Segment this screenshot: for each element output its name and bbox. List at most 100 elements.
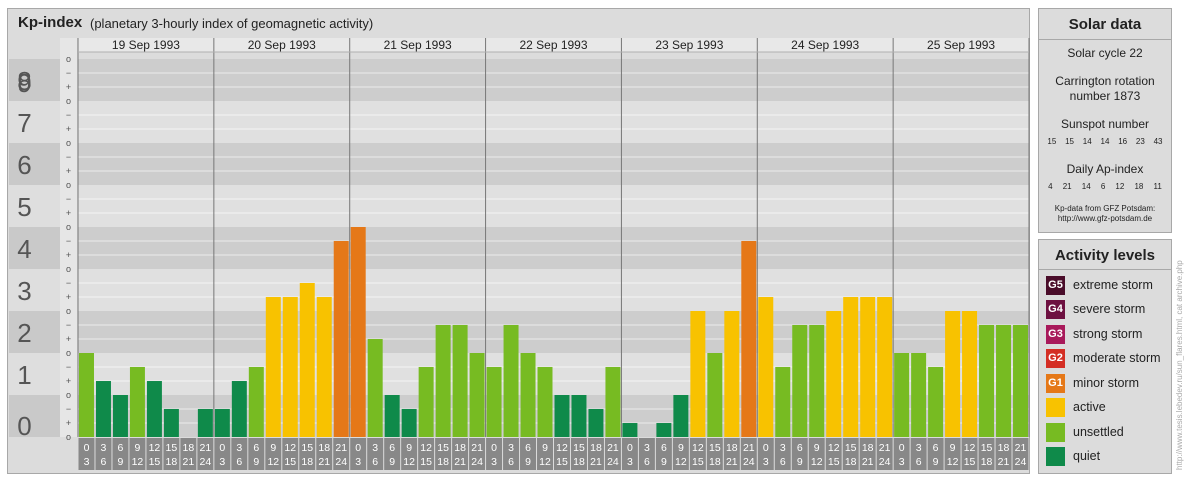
hour-end-label: 9 bbox=[661, 456, 667, 468]
kp-bar bbox=[911, 353, 927, 437]
hour-end-label: 3 bbox=[355, 456, 361, 468]
sunspot-value: 43 bbox=[1153, 137, 1163, 146]
kp-bar bbox=[248, 366, 264, 437]
kp-bar bbox=[928, 366, 944, 437]
kp-bar bbox=[741, 240, 757, 437]
hour-start-label: 9 bbox=[678, 442, 684, 454]
sub-tick-label: o bbox=[66, 390, 71, 400]
sub-tick-label: o bbox=[66, 432, 71, 442]
hour-end-label: 15 bbox=[284, 456, 296, 468]
kp-bar bbox=[605, 366, 621, 437]
kp-bar bbox=[418, 366, 434, 437]
y-axis-band bbox=[9, 59, 60, 101]
hour-start-label: 12 bbox=[420, 442, 432, 454]
hour-start-label: 6 bbox=[118, 442, 124, 454]
hour-end-label: 9 bbox=[389, 456, 395, 468]
kp-bar bbox=[775, 366, 791, 437]
hour-label-cell bbox=[757, 438, 774, 470]
plot-band bbox=[78, 185, 1029, 227]
hour-end-label: 6 bbox=[372, 456, 378, 468]
hour-label-cell bbox=[808, 438, 825, 470]
hour-label-cell bbox=[554, 438, 570, 470]
activity-levels-panel: Activity levels G5 extreme storm G4 seve… bbox=[1038, 239, 1172, 474]
hour-end-label: 15 bbox=[964, 456, 976, 468]
hour-start-label: 21 bbox=[471, 442, 483, 454]
kp-bar bbox=[622, 423, 638, 437]
kp-bar bbox=[690, 311, 706, 437]
hour-label-cell bbox=[367, 438, 384, 470]
hour-label-cell bbox=[435, 438, 452, 470]
hour-end-label: 12 bbox=[947, 456, 959, 468]
solar-cycle-text: Solar cycle 22 bbox=[1067, 46, 1143, 60]
hour-start-label: 12 bbox=[149, 442, 161, 454]
hour-label-cell bbox=[384, 438, 401, 470]
kp-bar bbox=[724, 311, 740, 437]
chart-subtitle: (planetary 3-hourly index of geomagnetic… bbox=[90, 16, 374, 31]
hour-start-label: 18 bbox=[590, 442, 602, 454]
hour-label-cell bbox=[876, 438, 893, 470]
hour-end-label: 21 bbox=[454, 456, 466, 468]
kp-bar bbox=[163, 408, 179, 437]
kp-bar bbox=[367, 339, 383, 437]
ap-index-values: 4 21 14 6 12 18 11 bbox=[1039, 182, 1171, 191]
hour-start-label: 21 bbox=[335, 442, 347, 454]
kp-bar bbox=[452, 324, 468, 437]
kp-chart: 0123456789o+−o+−o+−o+−o+−o+−o+−o+−o+−o19… bbox=[9, 38, 1030, 470]
hour-label-cell bbox=[638, 438, 655, 470]
g4-swatch: G4 bbox=[1046, 299, 1065, 319]
y-tick-label: 5 bbox=[17, 192, 31, 222]
hour-end-label: 21 bbox=[183, 456, 195, 468]
hour-start-label: 15 bbox=[437, 442, 449, 454]
day-label: 23 Sep 1993 bbox=[655, 38, 723, 52]
hour-start-label: 18 bbox=[862, 442, 874, 454]
hour-label-cell bbox=[537, 438, 553, 470]
hour-start-label: 9 bbox=[135, 442, 141, 454]
y-axis-band bbox=[9, 269, 60, 311]
hour-start-label: 6 bbox=[933, 442, 939, 454]
hour-start-label: 0 bbox=[84, 442, 90, 454]
hour-start-label: 15 bbox=[981, 442, 993, 454]
hour-start-label: 6 bbox=[389, 442, 395, 454]
source-note-1: Kp-data from GFZ Potsdam: bbox=[1054, 204, 1156, 213]
sub-tick-label: − bbox=[66, 68, 71, 78]
level-g5: G5 extreme storm bbox=[1046, 275, 1153, 295]
kp-bar bbox=[979, 324, 995, 437]
level-label: strong storm bbox=[1073, 327, 1143, 341]
sub-tick-label: + bbox=[66, 166, 71, 176]
sub-tick-label: o bbox=[66, 348, 71, 358]
g2-swatch: G2 bbox=[1046, 348, 1065, 368]
hour-start-label: 12 bbox=[284, 442, 296, 454]
hour-end-label: 15 bbox=[828, 456, 840, 468]
y-axis-band bbox=[9, 185, 60, 227]
hour-end-label: 12 bbox=[132, 456, 144, 468]
kp-bar bbox=[231, 381, 247, 437]
hour-label-cell bbox=[316, 438, 333, 470]
kp-bar bbox=[996, 324, 1012, 437]
hour-end-label: 9 bbox=[525, 456, 531, 468]
hour-start-label: 0 bbox=[219, 442, 225, 454]
level-g1: G1 minor storm bbox=[1046, 373, 1139, 393]
hour-label-cell bbox=[791, 438, 808, 470]
hour-end-label: 6 bbox=[508, 456, 514, 468]
kp-bar bbox=[843, 297, 859, 437]
kp-bar bbox=[673, 395, 689, 437]
divider bbox=[1039, 269, 1171, 270]
sub-tick-label: + bbox=[66, 124, 71, 134]
plot-band bbox=[78, 227, 1029, 269]
hour-label-cell bbox=[95, 438, 112, 470]
g5-swatch: G5 bbox=[1046, 275, 1065, 295]
hour-end-label: 24 bbox=[743, 456, 755, 468]
day-label: 25 Sep 1993 bbox=[927, 38, 995, 52]
hour-label-cell bbox=[112, 438, 129, 470]
sub-tick-label: o bbox=[66, 222, 71, 232]
sub-tick-label: − bbox=[66, 110, 71, 120]
hour-end-label: 3 bbox=[627, 456, 633, 468]
hour-start-label: 9 bbox=[270, 442, 276, 454]
hour-end-label: 15 bbox=[420, 456, 432, 468]
date-header-strip bbox=[78, 38, 1029, 52]
hour-label-cell bbox=[740, 438, 757, 470]
hour-label-cell bbox=[486, 438, 503, 470]
hour-start-label: 15 bbox=[845, 442, 857, 454]
hour-end-label: 18 bbox=[437, 456, 449, 468]
y-axis-band bbox=[9, 101, 60, 143]
